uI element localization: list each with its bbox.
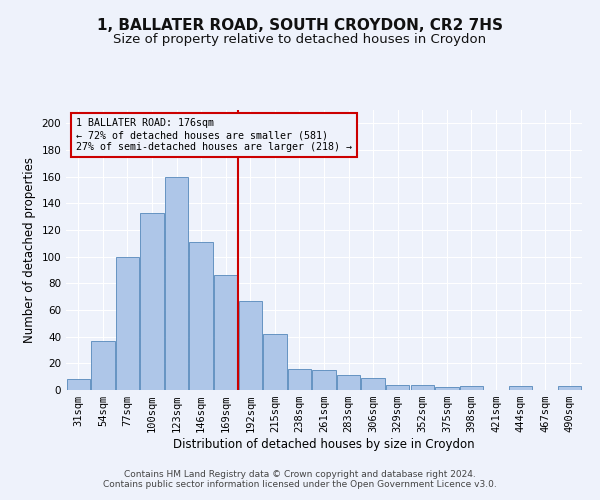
- Bar: [214, 276, 238, 390]
- Bar: [190, 242, 213, 390]
- X-axis label: Distribution of detached houses by size in Croydon: Distribution of detached houses by size …: [173, 438, 475, 451]
- Bar: [91, 340, 115, 390]
- Bar: [67, 380, 90, 390]
- Bar: [165, 176, 188, 390]
- Bar: [140, 212, 164, 390]
- Y-axis label: Number of detached properties: Number of detached properties: [23, 157, 36, 343]
- Bar: [263, 334, 287, 390]
- Bar: [288, 368, 311, 390]
- Bar: [435, 388, 458, 390]
- Bar: [386, 384, 409, 390]
- Bar: [337, 376, 360, 390]
- Text: 1 BALLATER ROAD: 176sqm
← 72% of detached houses are smaller (581)
27% of semi-d: 1 BALLATER ROAD: 176sqm ← 72% of detache…: [76, 118, 352, 152]
- Bar: [313, 370, 335, 390]
- Bar: [460, 386, 483, 390]
- Bar: [361, 378, 385, 390]
- Bar: [558, 386, 581, 390]
- Text: Contains HM Land Registry data © Crown copyright and database right 2024.
Contai: Contains HM Land Registry data © Crown c…: [103, 470, 497, 489]
- Bar: [509, 386, 532, 390]
- Text: Size of property relative to detached houses in Croydon: Size of property relative to detached ho…: [113, 32, 487, 46]
- Bar: [410, 384, 434, 390]
- Bar: [239, 300, 262, 390]
- Text: 1, BALLATER ROAD, SOUTH CROYDON, CR2 7HS: 1, BALLATER ROAD, SOUTH CROYDON, CR2 7HS: [97, 18, 503, 32]
- Bar: [116, 256, 139, 390]
